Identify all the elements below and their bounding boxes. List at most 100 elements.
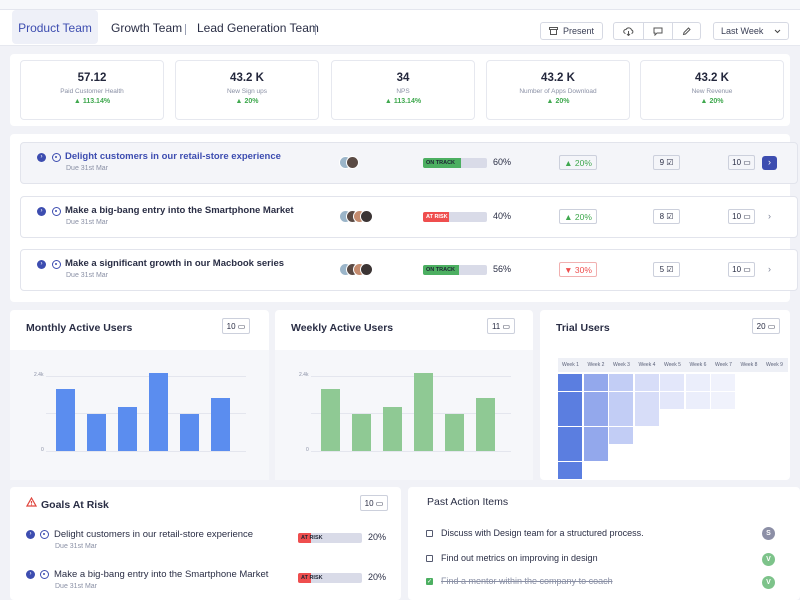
pencil-icon	[682, 26, 691, 35]
avatar	[346, 156, 359, 169]
up-arrow-icon: ▲	[73, 98, 81, 105]
comment-icon: ▭	[237, 322, 246, 331]
action-checkbox[interactable]	[426, 530, 433, 537]
comments-count[interactable]: 20 ▭	[752, 318, 780, 334]
expand-chevron-icon[interactable]: ›	[37, 153, 46, 162]
kpi-change: ▲ 20%	[176, 98, 318, 105]
kpi-change: ▲ 113.14%	[332, 98, 474, 105]
cohort-cell	[634, 391, 659, 409]
comment-button[interactable]	[643, 22, 672, 40]
goal-title[interactable]: Delight customers in our retail-store ex…	[54, 529, 254, 540]
action-item[interactable]: Find out metrics on improving in design …	[408, 550, 800, 568]
change-badge: ▲ 20%	[559, 155, 597, 170]
action-item[interactable]: ✓ Find a mentor within the company to co…	[408, 573, 800, 591]
bar	[211, 397, 230, 451]
goals-list: › Delight customers in our retail-store …	[10, 134, 798, 302]
action-checkbox-checked[interactable]: ✓	[426, 578, 433, 585]
open-goal-button[interactable]: ›	[762, 156, 777, 170]
kpi-card[interactable]: 43.2 K Number of Apps Download ▲ 20%	[486, 60, 630, 120]
action-text: Find out metrics on improving in design	[441, 553, 598, 563]
owner-avatars[interactable]	[339, 156, 399, 170]
goal-title[interactable]: Make a big-bang entry into the Smartphon…	[65, 205, 294, 216]
comments-count[interactable]: 10 ▭	[728, 155, 755, 170]
comment-icon: ▭	[743, 158, 751, 167]
tab-lead-generation-team[interactable]: Lead Generation Team	[197, 21, 319, 35]
goal-row[interactable]: › Make a big-bang entry into the Smartph…	[20, 196, 798, 238]
kpi-label: Number of Apps Download	[519, 88, 597, 95]
cohort-cell	[583, 409, 608, 426]
kpi-label: New Sign ups	[226, 88, 268, 95]
past-action-items-card: Past Action Items Discuss with Design te…	[408, 487, 800, 600]
cohort-cell	[634, 409, 659, 426]
goal-title[interactable]: Make a big-bang entry into the Smartphon…	[54, 569, 269, 580]
tasks-count[interactable]: 8 ☑	[653, 209, 680, 224]
up-arrow-icon: ▲	[384, 98, 392, 105]
expand-chevron-icon[interactable]: ›	[37, 260, 46, 269]
edit-button[interactable]	[672, 22, 700, 40]
tab-growth-team[interactable]: Growth Team	[111, 21, 183, 35]
comment-icon: ▭	[375, 499, 384, 508]
target-icon	[52, 207, 61, 216]
owner-avatars[interactable]	[339, 210, 399, 224]
kpi-card[interactable]: 57.12 Paid Customer Health ▲ 113.14%	[20, 60, 164, 120]
cohort-cell	[634, 374, 659, 391]
gridline	[46, 413, 246, 414]
comments-count-value: 11	[491, 322, 501, 331]
progress-percent: 60%	[493, 157, 512, 167]
open-goal-button[interactable]: ›	[768, 264, 771, 274]
present-label: Present	[562, 26, 595, 36]
gridline	[46, 451, 246, 452]
action-item[interactable]: Discuss with Design team for a structure…	[408, 525, 800, 543]
warning-icon	[26, 497, 37, 507]
week-header: Week 1	[562, 362, 579, 368]
week-header: Week 2	[587, 362, 605, 368]
status-label: AT RISK	[426, 214, 448, 220]
tasks-count[interactable]: 9 ☑	[653, 155, 680, 170]
risk-goal-row[interactable]: › Delight customers in our retail-store …	[10, 527, 401, 557]
tasks-count[interactable]: 5 ☑	[653, 262, 680, 277]
comments-count[interactable]: 10 ▭	[728, 209, 755, 224]
assignee-avatar[interactable]: V	[762, 553, 775, 566]
goal-row[interactable]: › Delight customers in our retail-store …	[20, 142, 798, 184]
open-goal-button[interactable]: ›	[768, 211, 771, 221]
owner-avatars[interactable]	[339, 263, 399, 277]
comments-count[interactable]: 11 ▭	[487, 318, 515, 334]
status-progress-bar: AT RISK	[423, 212, 487, 222]
tab-product-team[interactable]: Product Team	[12, 10, 98, 44]
bar	[352, 413, 371, 451]
kpi-card[interactable]: 34 NPS ▲ 113.14%	[331, 60, 475, 120]
expand-chevron-icon[interactable]: ›	[26, 530, 35, 539]
goal-title[interactable]: Delight customers in our retail-store ex…	[65, 151, 281, 162]
goal-title[interactable]: Make a significant growth in our Macbook…	[65, 258, 285, 269]
week-header: Week 5	[664, 362, 681, 368]
expand-chevron-icon[interactable]: ›	[26, 570, 35, 579]
comments-count[interactable]: 10 ▭	[728, 262, 755, 277]
cohort-cell	[609, 409, 633, 426]
status-label: AT RISK	[301, 575, 323, 581]
action-checkbox[interactable]	[426, 555, 433, 562]
week-header: Week 9	[766, 362, 783, 368]
comments-count[interactable]: 10 ▭	[360, 495, 388, 511]
target-icon	[40, 570, 49, 579]
present-button[interactable]: Present	[540, 22, 603, 40]
risk-goal-row[interactable]: › Make a big-bang entry into the Smartph…	[10, 567, 401, 597]
bar	[445, 413, 464, 451]
status-label: ON TRACK	[426, 160, 456, 166]
progress-percent: 40%	[493, 211, 512, 221]
period-select[interactable]: Last Week	[713, 22, 789, 40]
assignee-avatar[interactable]: V	[762, 576, 775, 589]
checkbox-icon: ☑	[666, 265, 674, 274]
kpi-card[interactable]: 43.2 K New Sign ups ▲ 20%	[175, 60, 319, 120]
kpi-card[interactable]: 43.2 K New Revenue ▲ 20%	[640, 60, 784, 120]
assignee-avatar[interactable]: S	[762, 527, 775, 540]
tasks-count-value: 8	[659, 212, 665, 221]
expand-chevron-icon[interactable]: ›	[37, 207, 46, 216]
export-actions-group	[613, 22, 701, 40]
goal-row[interactable]: › Make a significant growth in our Macbo…	[20, 249, 798, 291]
cohort-cell	[660, 374, 684, 391]
cohort-cell	[685, 391, 710, 409]
comments-count[interactable]: 10 ▭	[222, 318, 250, 334]
download-button[interactable]	[614, 22, 643, 40]
kpi-label: NPS	[396, 88, 410, 95]
week-header: Week 7	[715, 362, 732, 368]
